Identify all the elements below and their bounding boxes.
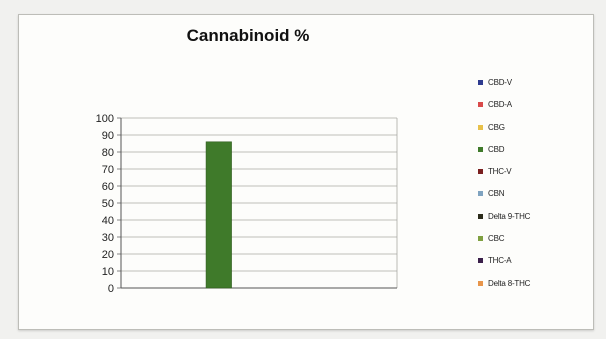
y-tick-label: 30 [102, 232, 114, 244]
legend-swatch [478, 102, 483, 108]
legend-item: THC-A [478, 255, 530, 277]
legend-label: CBD-V [488, 78, 512, 87]
chart-title: Cannabinoid % [186, 26, 310, 45]
chart-legend: CBD-V CBD-A CBG CBD THC-V CBN Delta 9-THC CBC TH… [478, 77, 530, 300]
legend-swatch [478, 169, 483, 175]
legend-label: CBN [488, 189, 505, 199]
y-tick-label: 20 [102, 249, 114, 261]
legend-item: CBD-A [478, 99, 530, 121]
legend-item: CBN [478, 188, 530, 210]
legend-label: THC-V [488, 167, 512, 177]
legend-label: CBG [488, 122, 505, 132]
y-tick-label: 70 [102, 164, 114, 176]
legend-label: THC-A [488, 256, 512, 266]
legend-item: THC-V [478, 166, 530, 188]
legend-label: CBC [488, 234, 505, 244]
legend-item: CBG [478, 122, 530, 144]
legend-item: Delta 9-THC [478, 211, 530, 233]
legend-label: CBD [488, 144, 505, 154]
legend-swatch [478, 236, 483, 242]
legend-label: CBD-A [488, 100, 512, 110]
legend-swatch [478, 280, 483, 286]
chart-frame [18, 14, 594, 330]
legend-item: CBC [478, 233, 530, 255]
legend-label: Delta 9-THC [488, 211, 531, 221]
legend-item: Delta 8-THC [478, 278, 530, 300]
y-tick-label: 10 [102, 266, 114, 278]
y-tick-label: 0 [108, 283, 114, 295]
legend-item: CBD [478, 144, 530, 166]
legend-swatch [478, 124, 483, 130]
legend-swatch [478, 258, 483, 264]
y-tick-label: 50 [102, 198, 114, 210]
y-tick-label: 90 [102, 130, 114, 142]
legend-swatch [478, 80, 483, 85]
y-tick-label: 60 [102, 181, 114, 193]
bar-cbd [205, 141, 232, 289]
y-tick-label: 100 [96, 113, 114, 125]
y-tick-label: 40 [102, 215, 114, 227]
legend-item: CBD-V [478, 77, 530, 99]
legend-swatch [478, 213, 483, 219]
legend-swatch [478, 191, 483, 197]
y-tick-label: 80 [102, 147, 114, 159]
legend-swatch [478, 146, 483, 152]
legend-label: Delta 8-THC [488, 278, 531, 288]
